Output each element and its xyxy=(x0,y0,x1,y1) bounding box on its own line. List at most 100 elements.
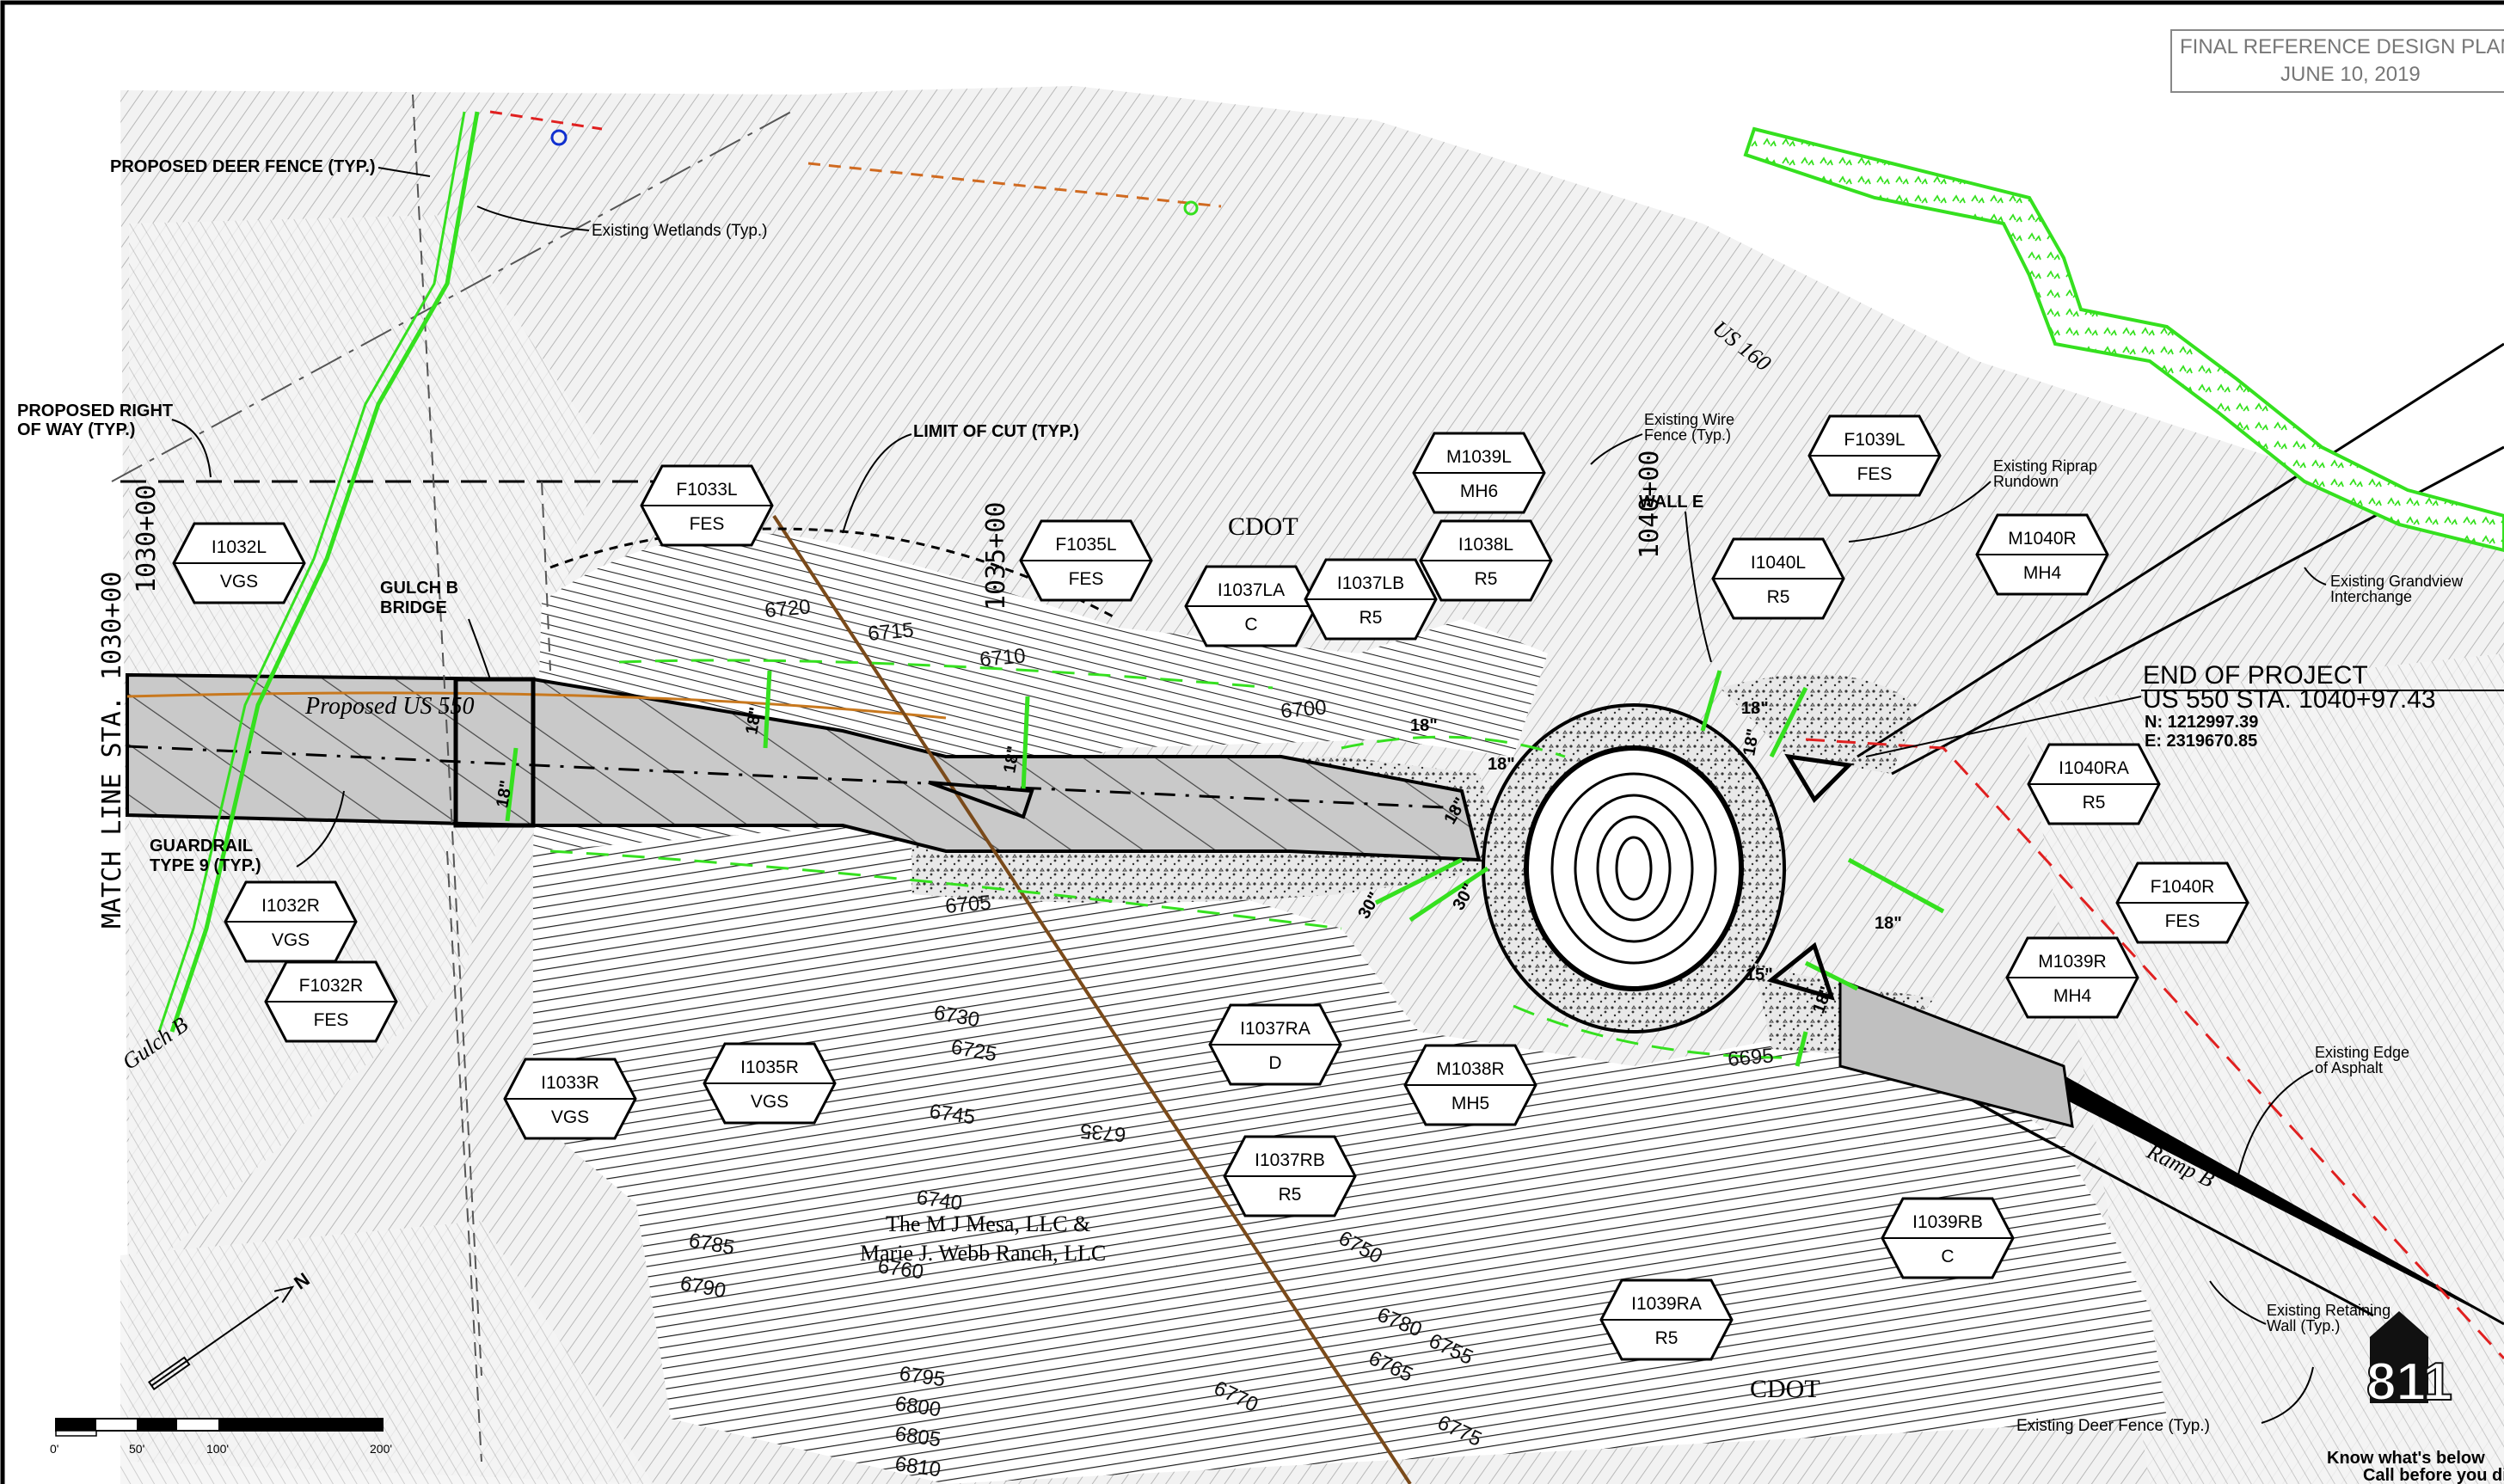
structure-tag: I1035R VGS xyxy=(703,1042,837,1125)
note-wall-e: WALL E xyxy=(1639,493,1703,512)
existing-ramp-line-1 xyxy=(1857,342,2504,758)
structure-tag: I1040RA R5 xyxy=(2027,743,2161,825)
tag-type: FES xyxy=(1069,569,1104,589)
cdot-label-top: CDOT xyxy=(1228,512,1298,541)
tag-id: I1032R xyxy=(261,896,320,916)
title-line-2: JUNE 10, 2019 xyxy=(2280,63,2421,86)
pipe-size-label: 18" xyxy=(742,706,765,736)
end-project-title: END OF PROJECT xyxy=(2143,661,2368,690)
tag-type: VGS xyxy=(751,1092,789,1112)
proposed-cut-south xyxy=(533,825,2167,1484)
tag-type: VGS xyxy=(220,572,258,592)
contour-label: 6735 xyxy=(1079,1119,1127,1146)
scale-tick-50: 50' xyxy=(129,1442,144,1456)
structure-tag: I1032R VGS xyxy=(224,880,358,963)
pipe-size-label: 18" xyxy=(1000,745,1023,775)
tag-type: MH6 xyxy=(1460,481,1498,501)
tag-type: C xyxy=(1244,615,1257,635)
station-1035: 1035+00 xyxy=(981,502,1011,610)
tag-id: F1039L xyxy=(1844,430,1905,450)
contour-label: 6715 xyxy=(867,618,915,646)
note-edge-line1: Existing Edge xyxy=(2315,1044,2409,1061)
note-wire-fence-line1: Existing Wire xyxy=(1644,411,1734,428)
structure-tag: I1037RA D xyxy=(1208,1003,1342,1086)
structure-tag: M1040R MH4 xyxy=(1975,513,2109,596)
owner-line-1: The M J Mesa, LLC & xyxy=(886,1211,1090,1236)
tag-id: I1037RB xyxy=(1255,1150,1325,1170)
structure-tag: I1039RA R5 xyxy=(1599,1279,1734,1361)
proposed-ditch-lines xyxy=(549,659,1789,1059)
call-811-logo: 811 Know what's below Call before you di… xyxy=(2327,1311,2504,1484)
end-project-station: US 550 STA. 1040+97.43 xyxy=(2143,685,2436,714)
pipe-size-label: 18" xyxy=(493,779,516,809)
structure-tag: F1040R FES xyxy=(2115,862,2249,944)
cdot-label-bottom: CDOT xyxy=(1750,1375,1820,1403)
title-line-1: FINAL REFERENCE DESIGN PLAN xyxy=(2180,35,2504,58)
scale-bar: 0' 50' 100' 200' xyxy=(50,1418,392,1456)
tag-type: FES xyxy=(690,514,725,534)
tag-type: R5 xyxy=(2083,793,2106,813)
match-line-label: MATCH LINE STA. 1030+00 xyxy=(97,572,127,929)
structure-tag: I1033R VGS xyxy=(503,1058,637,1140)
note-limit-cut: LIMIT OF CUT (TYP.) xyxy=(913,422,1079,441)
station-1030: 1030+00 xyxy=(132,485,162,593)
tag-type: FES xyxy=(1857,464,1893,484)
callout-notes: PROPOSED DEER FENCE (TYP.) Existing Wetl… xyxy=(17,157,2464,1435)
utility-brown-line xyxy=(772,514,1412,1484)
tag-type: R5 xyxy=(1475,569,1498,589)
structure-tag: F1035L FES xyxy=(1019,519,1153,602)
tag-type: D xyxy=(1268,1053,1281,1073)
island-contour-1 xyxy=(1574,794,1694,943)
pipe-size-label: 18" xyxy=(1488,755,1515,774)
fence-line-south xyxy=(446,850,482,1463)
structure-tag: F1033L FES xyxy=(640,464,774,547)
tag-id: M1038R xyxy=(1436,1059,1504,1079)
tag-id: I1039RB xyxy=(1912,1212,1983,1232)
scale-tick-200: 200' xyxy=(370,1442,392,1456)
tag-id: M1040R xyxy=(2008,529,2076,549)
note-riprap-line2: Rundown xyxy=(1993,473,2059,490)
pipe-size-label: 18" xyxy=(1875,914,1902,933)
proposed-road-label: Proposed US 550 xyxy=(304,693,475,720)
pipe-size-label: 15" xyxy=(1746,966,1773,984)
island-inner-ring xyxy=(1550,772,1717,965)
structure-tag: F1032R FES xyxy=(264,960,398,1043)
contour-label: 6695 xyxy=(1727,1044,1775,1071)
pipe-size-label: 18" xyxy=(1741,699,1769,718)
note-deer-fence: PROPOSED DEER FENCE (TYP.) xyxy=(110,157,376,176)
limit-of-cut-line xyxy=(549,527,1119,621)
structure-tag: I1037LB R5 xyxy=(1304,558,1438,641)
existing-wetlands xyxy=(1743,126,2504,553)
existing-topography-east xyxy=(2021,653,2504,1484)
note-riprap-line1: Existing Riprap xyxy=(1993,457,2097,475)
structure-tag: M1039R MH4 xyxy=(2005,936,2139,1019)
roundabout-central-island xyxy=(1524,745,1744,991)
proposed-pipes xyxy=(505,670,1945,1067)
row-red-line xyxy=(1805,738,2504,1360)
pipe-size-labels: 18"18"18"18"18"18"18"18"18"18"30" 30"15" xyxy=(493,699,1901,1016)
station-1040: 1040+00 xyxy=(1635,451,1665,559)
tag-type: R5 xyxy=(1655,1328,1679,1348)
tag-type: VGS xyxy=(272,930,310,950)
deer-fence-green-2 xyxy=(157,111,466,1033)
tag-id: I1039RA xyxy=(1631,1294,1702,1314)
tag-id: F1040R xyxy=(2151,877,2215,897)
note-row-line1: PROPOSED RIGHT xyxy=(17,402,173,420)
structure-tag: I1032L VGS xyxy=(172,522,306,604)
inlet-triangle-w xyxy=(928,781,1034,819)
tag-id: M1039L xyxy=(1446,447,1512,467)
existing-marker-green xyxy=(1183,200,1199,216)
tag-type: MH4 xyxy=(2053,986,2092,1006)
note-edge-line2: of Asphalt xyxy=(2315,1059,2383,1076)
structure-tag: I1037RB R5 xyxy=(1223,1135,1357,1217)
tag-type: R5 xyxy=(1767,587,1790,607)
existing-row-line xyxy=(111,111,792,482)
end-project-northing: N: 1212997.39 xyxy=(2145,713,2258,732)
tag-id: I1037LA xyxy=(1218,580,1285,600)
structure-tag: F1039L FES xyxy=(1807,414,1942,497)
scale-tick-100: 100' xyxy=(206,1442,229,1456)
logo-811-number: 811 xyxy=(2366,1352,2452,1412)
tag-type: FES xyxy=(314,1010,349,1030)
